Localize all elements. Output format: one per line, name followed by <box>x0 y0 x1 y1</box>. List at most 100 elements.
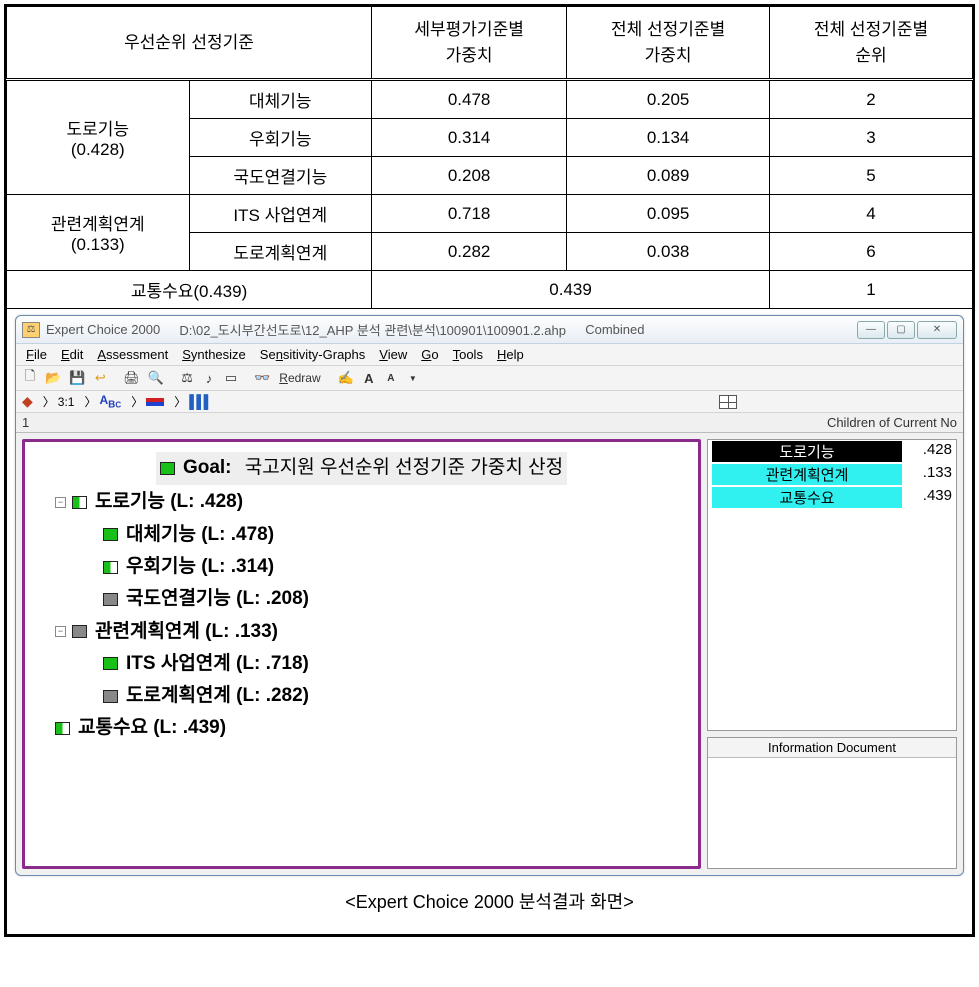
redraw-button[interactable]: Redraw <box>275 368 324 388</box>
close-button[interactable]: ✕ <box>917 321 957 339</box>
cell: 5 <box>770 157 973 195</box>
tree-node[interactable]: ITS 사업연계 (L: .718) <box>31 648 692 680</box>
cell: 0.205 <box>567 80 770 119</box>
menu-assessment[interactable]: Assessment <box>97 347 168 362</box>
cell: 4 <box>770 195 973 233</box>
app-title: Expert Choice 2000 <box>46 322 160 337</box>
child-item[interactable]: 도로기능 .428 <box>708 440 956 463</box>
menu-help[interactable]: Help <box>497 347 524 362</box>
info-body[interactable] <box>708 758 956 868</box>
menu-go[interactable]: Go <box>421 347 438 362</box>
menu-sensitivity[interactable]: Sensitivity-Graphs <box>260 347 366 362</box>
dropdown-icon[interactable]: ▼ <box>403 368 423 388</box>
menu-file[interactable]: File <box>26 347 47 362</box>
screenshot-caption: <Expert Choice 2000 분석결과 화면> <box>15 876 964 928</box>
tree-node[interactable]: 우회기능 (L: .314) <box>31 551 692 583</box>
titlebar[interactable]: ⚖ Expert Choice 2000 D:\02_도시부간선도로\12_AH… <box>16 316 963 344</box>
tree-node[interactable]: 국도연결기능 (L: .208) <box>31 583 692 615</box>
box-icon <box>103 657 118 670</box>
box-icon <box>103 561 118 574</box>
children-list[interactable]: 도로기능 .428 관련계획연계 .133 교통수요 .439 <box>707 439 957 731</box>
workarea: Goal: 국고지원 우선순위 선정기준 가중치 산정 − 도로기능 (L: .… <box>16 433 963 875</box>
tree-node[interactable]: 대체기능 (L: .478) <box>31 519 692 551</box>
collapse-icon[interactable]: − <box>55 497 66 508</box>
cell: 0.439 <box>372 271 770 309</box>
font-large-icon[interactable]: A <box>359 368 379 388</box>
menu-tools[interactable]: Tools <box>453 347 483 362</box>
cell: 3 <box>770 119 973 157</box>
app-mode: Combined <box>585 322 644 337</box>
menu-synthesize[interactable]: Synthesize <box>182 347 246 362</box>
print-icon[interactable]: 🖨 <box>120 368 143 388</box>
cell: 2 <box>770 80 973 119</box>
screenshot-cell: ⚖ Expert Choice 2000 D:\02_도시부간선도로\12_AH… <box>7 309 973 935</box>
col-header-criteria: 우선순위 선정기준 <box>7 7 372 80</box>
tree-node[interactable]: 교통수요 (L: .439) <box>31 712 692 744</box>
app-icon: ⚖ <box>22 322 40 338</box>
col-header-rank: 전체 선정기준별 순위 <box>770 7 973 80</box>
cell: 도로계획연계 <box>189 233 372 271</box>
grid-icon[interactable] <box>719 395 737 409</box>
app-path: D:\02_도시부간선도로\12_AHP 분석 관련\분석\100901\100… <box>179 320 566 339</box>
row-traffic: 교통수요(0.439) <box>7 271 372 309</box>
status-line: 1 Children of Current No <box>16 413 963 433</box>
rect-icon[interactable]: ▭ <box>221 368 241 388</box>
group-plan: 관련계획연계 (0.133) <box>7 195 190 271</box>
tree-node[interactable]: − 도로기능 (L: .428) <box>31 486 692 518</box>
tab-color[interactable]: 〉 <box>131 393 164 410</box>
cell: 0.208 <box>372 157 567 195</box>
cell: 우회기능 <box>189 119 372 157</box>
cell: 0.134 <box>567 119 770 157</box>
weights-table: 우선순위 선정기준 세부평가기준별 가중치 전체 선정기준별 가중치 전체 선정… <box>6 6 973 935</box>
tab-ratio[interactable]: 〉3:1 <box>43 393 75 410</box>
save-icon[interactable]: 💾 <box>66 368 88 388</box>
abc-check-icon[interactable]: ✍ <box>335 368 357 388</box>
status-right: Children of Current No <box>827 415 957 430</box>
cell: 0.038 <box>567 233 770 271</box>
box-icon <box>72 625 87 638</box>
child-item[interactable]: 관련계획연계 .133 <box>708 463 956 486</box>
cell: 0.314 <box>372 119 567 157</box>
app-window: ⚖ Expert Choice 2000 D:\02_도시부간선도로\12_AH… <box>15 315 964 876</box>
cell: 6 <box>770 233 973 271</box>
box-icon <box>103 528 118 541</box>
toolbar2: ◆ 〉3:1 〉ABC 〉 〉▌▌▌ <box>16 391 963 413</box>
cell: 국도연결기능 <box>189 157 372 195</box>
box-icon <box>72 496 87 509</box>
glasses-icon[interactable]: 👓 <box>251 368 273 388</box>
maximize-button[interactable]: ▢ <box>887 321 915 339</box>
cell: 0.478 <box>372 80 567 119</box>
box-icon <box>103 690 118 703</box>
menubar: File Edit Assessment Synthesize Sensitiv… <box>16 344 963 366</box>
tree-panel[interactable]: Goal: 국고지원 우선순위 선정기준 가중치 산정 − 도로기능 (L: .… <box>22 439 701 869</box>
new-icon[interactable]: 🗋 <box>20 368 40 388</box>
info-title: Information Document <box>708 738 956 758</box>
tree-goal[interactable]: Goal: 국고지원 우선순위 선정기준 가중치 산정 <box>156 452 567 484</box>
tree-node[interactable]: − 관련계획연계 (L: .133) <box>31 616 692 648</box>
toolbar: 🗋 📂 💾 ↩ 🖨 🔍 ⚖ ♪ ▭ 👓 Redraw <box>16 366 963 391</box>
preview-icon[interactable]: 🔍 <box>145 368 167 388</box>
status-left: 1 <box>22 415 29 430</box>
minimize-button[interactable]: — <box>857 321 885 339</box>
child-item[interactable]: 교통수요 .439 <box>708 486 956 509</box>
document-frame: 우선순위 선정기준 세부평가기준별 가중치 전체 선정기준별 가중치 전체 선정… <box>4 4 975 937</box>
cell: 대체기능 <box>189 80 372 119</box>
balance-icon[interactable]: ⚖ <box>177 368 197 388</box>
back-icon[interactable]: ↩ <box>90 368 110 388</box>
tab-bars[interactable]: 〉▌▌▌ <box>174 393 211 410</box>
menu-view[interactable]: View <box>379 347 407 362</box>
font-small-icon[interactable]: A <box>381 368 401 388</box>
open-icon[interactable]: 📂 <box>42 368 64 388</box>
tab-abc[interactable]: 〉ABC <box>84 393 121 410</box>
tree-node[interactable]: 도로계획연계 (L: .282) <box>31 680 692 712</box>
cell: 0.282 <box>372 233 567 271</box>
collapse-icon[interactable]: − <box>55 626 66 637</box>
note-icon[interactable]: ♪ <box>199 368 219 388</box>
box-icon <box>55 722 70 735</box>
box-icon <box>103 593 118 606</box>
cell: 0.089 <box>567 157 770 195</box>
col-header-total-weight: 전체 선정기준별 가중치 <box>567 7 770 80</box>
menu-edit[interactable]: Edit <box>61 347 83 362</box>
cell: 1 <box>770 271 973 309</box>
cube-icon[interactable]: ◆ <box>22 393 33 410</box>
